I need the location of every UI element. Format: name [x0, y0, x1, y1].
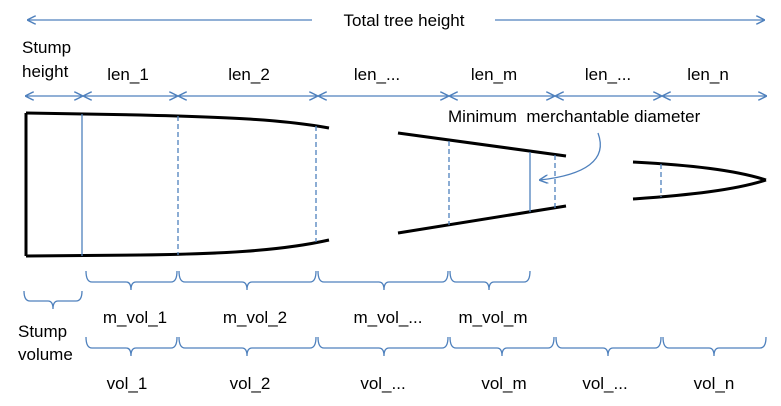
- vol-bracket-n: [662, 336, 767, 357]
- len-label-1: len_1: [107, 65, 149, 84]
- stem-top-edge-3: [632, 160, 767, 182]
- vol-bracket-2: [178, 336, 317, 357]
- stem-bottom-edge-1: [25, 238, 330, 258]
- stump-height-label-line1: Stump: [22, 38, 71, 57]
- vol-bracket-1: [85, 336, 178, 357]
- stem-bottom-edge-3: [632, 178, 767, 201]
- len-label-2: len_2: [228, 65, 270, 84]
- vol-bracket-m: [449, 336, 555, 357]
- m-vol-bracket-1: [85, 270, 178, 291]
- vol-bracket-5: [555, 336, 662, 357]
- len-label-n: len_n: [687, 65, 729, 84]
- m-vol-bracket-2: [178, 270, 317, 291]
- vol-label-m: vol_m: [481, 374, 526, 393]
- stem-bottom-edge-2: [397, 204, 567, 235]
- stump-volume-label-line2: volume: [18, 345, 73, 364]
- len-label-m: len_m: [471, 65, 517, 84]
- merchantable-volume-brackets: [85, 270, 531, 291]
- m-vol-label-2: m_vol_2: [223, 308, 287, 327]
- vol-label-2: vol_2: [230, 374, 271, 393]
- section-lines: [81, 114, 662, 256]
- stem-top-edge-1: [25, 111, 330, 130]
- vol-label-3: vol_...: [360, 374, 405, 393]
- vol-label-5: vol_...: [582, 374, 627, 393]
- total-height-label: Total tree height: [344, 11, 465, 30]
- volume-labels: vol_1 vol_2 vol_... vol_m vol_... vol_n: [107, 374, 735, 393]
- stump-volume-bracket: [23, 290, 83, 310]
- len-label-3: len_...: [354, 65, 400, 84]
- merchantable-volume-labels: m_vol_1 m_vol_2 m_vol_... m_vol_m: [103, 308, 528, 327]
- tree-stem: [24, 111, 767, 258]
- len-label-5: len_...: [585, 65, 631, 84]
- m-vol-bracket-3: [317, 270, 449, 291]
- minimum-diameter-pointer: [540, 132, 601, 180]
- minimum-diameter-label: Minimum merchantable diameter: [448, 107, 701, 126]
- m-vol-label-3: m_vol_...: [354, 308, 423, 327]
- vol-label-n: vol_n: [694, 374, 735, 393]
- m-vol-label-m: m_vol_m: [459, 308, 528, 327]
- segment-length-labels: len_1 len_2 len_... len_m len_... len_n: [107, 65, 729, 84]
- vol-bracket-3: [317, 336, 449, 357]
- vol-label-1: vol_1: [107, 374, 148, 393]
- volume-brackets: [85, 336, 767, 357]
- m-vol-bracket-m: [449, 270, 531, 291]
- stem-top-edge-2: [397, 131, 567, 158]
- stump-volume-label-line1: Stump: [18, 322, 67, 341]
- stump-height-label-line2: height: [22, 62, 69, 81]
- total-height-dimension: Total tree height: [28, 11, 764, 30]
- m-vol-label-1: m_vol_1: [103, 308, 167, 327]
